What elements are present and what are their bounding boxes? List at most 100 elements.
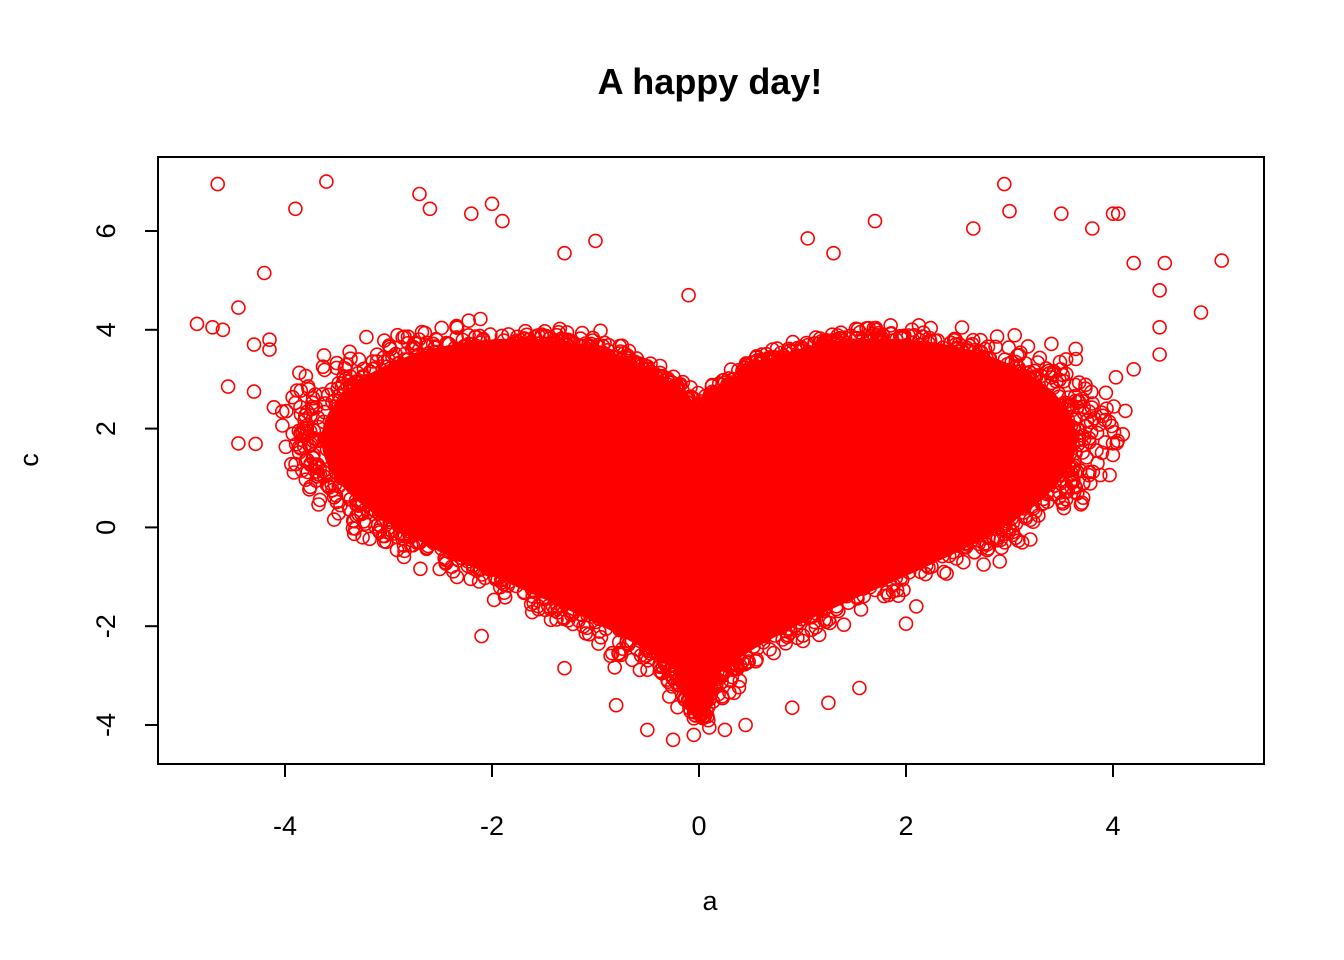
data-point xyxy=(523,597,539,612)
y-axis: -4 -2 0 2 4 6 xyxy=(91,223,158,737)
data-point xyxy=(679,663,695,679)
x-tick-label: 2 xyxy=(898,811,913,841)
data-point xyxy=(434,320,450,336)
data-point xyxy=(400,329,416,345)
data-point xyxy=(589,608,604,624)
y-tick-label: 2 xyxy=(91,421,121,436)
data-point xyxy=(673,663,689,679)
data-point xyxy=(493,572,509,588)
data-point xyxy=(574,325,590,341)
data-point xyxy=(702,675,717,691)
outlier-point xyxy=(1002,522,1017,538)
data-point xyxy=(299,404,315,420)
data-point xyxy=(545,598,561,614)
data-point xyxy=(305,390,321,406)
data-point xyxy=(441,345,457,361)
data-point xyxy=(833,325,849,341)
data-point xyxy=(438,552,454,568)
outlier-point xyxy=(484,196,500,212)
data-point xyxy=(248,436,263,452)
chart-title: A happy day! xyxy=(598,61,823,102)
outlier-point xyxy=(1105,436,1121,451)
data-point xyxy=(592,346,608,362)
outlier-point xyxy=(608,697,624,713)
data-point xyxy=(411,534,426,550)
data-point xyxy=(341,374,357,389)
outlier-point xyxy=(965,221,981,236)
data-point xyxy=(859,320,874,336)
data-point xyxy=(380,524,396,540)
data-point xyxy=(610,617,625,633)
y-tick-label: 0 xyxy=(91,520,121,535)
data-point xyxy=(1063,418,1079,434)
data-point xyxy=(603,356,619,372)
outlier-point xyxy=(557,660,572,676)
data-point xyxy=(1043,396,1059,412)
data-point xyxy=(403,537,419,553)
data-point xyxy=(368,519,383,534)
data-point xyxy=(740,358,755,374)
data-point xyxy=(941,548,957,564)
data-point xyxy=(817,595,832,610)
data-point xyxy=(1099,401,1114,417)
data-point xyxy=(590,339,606,355)
data-point xyxy=(830,603,846,619)
data-point xyxy=(1054,472,1070,487)
data-point xyxy=(684,693,699,709)
data-point xyxy=(333,497,348,513)
data-point xyxy=(420,353,435,368)
data-point xyxy=(626,354,642,369)
data-point xyxy=(794,342,809,358)
data-point xyxy=(893,563,909,578)
data-point xyxy=(830,334,845,350)
data-point xyxy=(329,355,345,371)
outlier-point xyxy=(1152,347,1167,362)
data-point xyxy=(396,538,412,553)
data-point xyxy=(316,348,332,363)
y-tick-label: 6 xyxy=(91,223,121,238)
outlier-point xyxy=(898,616,914,632)
data-point xyxy=(990,514,1006,530)
data-point xyxy=(474,567,490,582)
outlier-point xyxy=(1126,255,1141,271)
data-point xyxy=(611,646,627,661)
data-point xyxy=(1079,413,1095,429)
data-point xyxy=(1046,363,1061,379)
data-point xyxy=(1060,411,1075,427)
data-point xyxy=(1062,397,1078,412)
data-point xyxy=(1007,327,1023,343)
data-point xyxy=(266,399,282,415)
data-point xyxy=(1058,464,1074,480)
data-point xyxy=(1104,418,1119,434)
data-point xyxy=(534,583,550,599)
data-point xyxy=(1073,497,1089,512)
data-point xyxy=(694,419,710,435)
data-point xyxy=(455,332,471,348)
x-tick-label: 4 xyxy=(1105,811,1120,841)
data-point xyxy=(572,606,588,622)
outlier-point xyxy=(784,700,800,716)
outlier-point xyxy=(717,722,733,738)
data-point xyxy=(853,602,869,617)
outlier-point xyxy=(996,176,1012,192)
data-point xyxy=(369,354,385,369)
data-point xyxy=(723,362,739,377)
data-point xyxy=(354,506,369,522)
data-point xyxy=(888,570,904,586)
outlier-point xyxy=(246,384,262,399)
data-point xyxy=(408,336,424,352)
data-point xyxy=(275,418,290,433)
data-point xyxy=(560,612,576,628)
data-point xyxy=(723,673,738,688)
outlier-point xyxy=(821,695,836,711)
data-point xyxy=(1011,364,1027,380)
data-point xyxy=(1089,425,1105,441)
data-point xyxy=(472,328,487,344)
data-point xyxy=(994,540,1009,556)
outlier-point xyxy=(246,337,262,352)
data-point xyxy=(395,330,411,345)
data-point xyxy=(714,689,730,704)
outlier-point xyxy=(319,174,334,189)
data-point xyxy=(816,603,831,619)
data-point xyxy=(752,625,767,641)
